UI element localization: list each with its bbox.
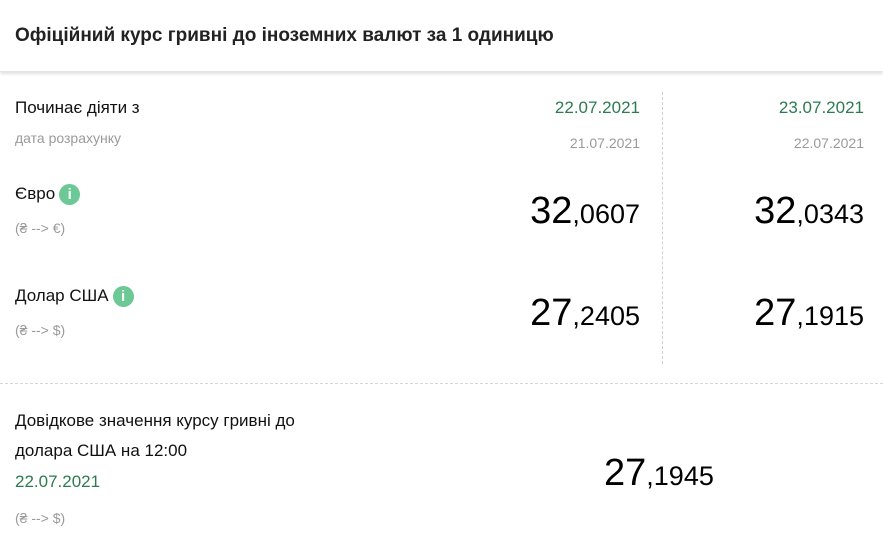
rate-usd-1: 27,2405 [530, 292, 640, 335]
rate-int: 27 [754, 292, 797, 334]
rate-int: 32 [754, 190, 797, 232]
calc-label: дата розрахунку [15, 130, 121, 146]
currency-usd: Долар США i [15, 286, 134, 308]
header: Офіційний курс гривні до іноземних валют… [0, 0, 883, 72]
rate-frac: ,1915 [796, 301, 864, 331]
rate-euro-2: 32,0343 [754, 190, 864, 233]
rate-euro-1: 32,0607 [530, 190, 640, 233]
reference-line-1: Довідкове значення курсу гривні до [15, 411, 295, 430]
reference-line-2: долара США на 12:00 [15, 441, 188, 460]
rate-int: 27 [530, 292, 573, 334]
rate-frac: ,1945 [646, 461, 714, 491]
reference-rate: 27,1945 [604, 452, 714, 495]
effective-date-2: 23.07.2021 [778, 98, 864, 117]
info-icon[interactable]: i [112, 286, 134, 308]
calc-date-1: 21.07.2021 [569, 135, 640, 151]
info-icon[interactable]: i [59, 184, 81, 206]
effective-date-1: 22.07.2021 [554, 98, 640, 117]
rate-frac: ,0343 [796, 199, 864, 229]
currency-direction: (₴ --> $) [15, 322, 66, 338]
rate-frac: ,2405 [572, 301, 640, 331]
currency-name: Євро [15, 184, 56, 203]
rate-int: 27 [604, 452, 647, 494]
column-divider [662, 92, 663, 364]
currency-euro: Євро i [15, 184, 81, 206]
calc-date-2: 22.07.2021 [793, 135, 864, 151]
currency-name: Долар США [15, 286, 109, 305]
currency-direction: (₴ --> €) [15, 220, 66, 236]
page-title: Офіційний курс гривні до іноземних валют… [15, 25, 554, 46]
rate-int: 32 [530, 190, 573, 232]
reference-date: 22.07.2021 [15, 472, 101, 491]
effective-label: Починає діяти з [15, 98, 140, 117]
reference-direction: (₴ --> $) [15, 510, 66, 526]
rate-usd-2: 27,1915 [754, 292, 864, 335]
rate-frac: ,0607 [572, 199, 640, 229]
section-divider [0, 383, 883, 384]
